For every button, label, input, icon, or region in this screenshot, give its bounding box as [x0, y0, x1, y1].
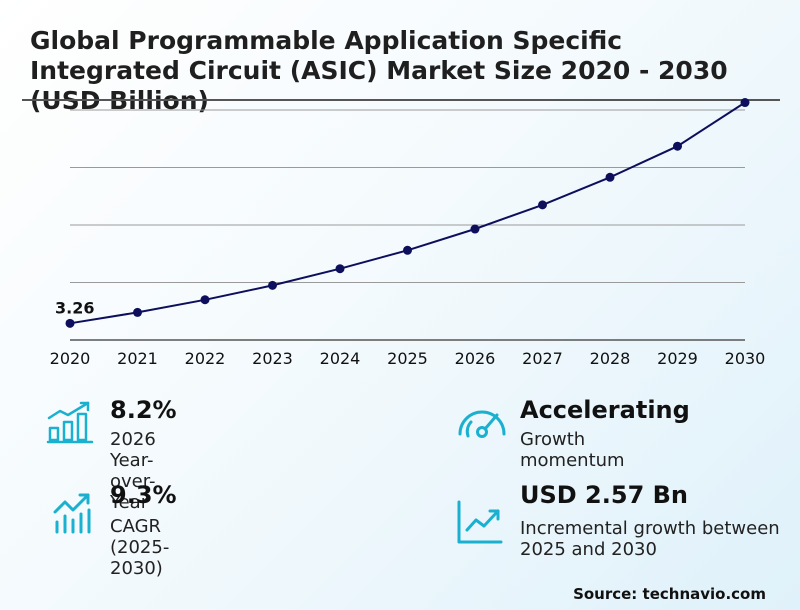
- data-point: [740, 98, 750, 108]
- data-point: [200, 295, 210, 305]
- bar-chart-up-icon: [46, 401, 94, 444]
- trend-bars-icon: [53, 493, 91, 534]
- data-point: [335, 264, 345, 274]
- data-point: [65, 318, 75, 328]
- series-line: [69, 101, 746, 325]
- x-tick-label: 2021: [117, 349, 158, 368]
- kpi-incremental-label: Incremental growth between 2025 and 2030: [520, 518, 780, 560]
- x-tick-label: 2022: [185, 349, 226, 368]
- data-point: [470, 224, 480, 234]
- gauge-icon: [458, 410, 506, 438]
- kpi-yoy-label: 2026 Year-over-Year: [110, 429, 156, 513]
- data-point: [538, 200, 547, 210]
- x-tick-label: 2025: [387, 349, 428, 368]
- x-tick-label: 2028: [590, 349, 631, 368]
- data-point: [605, 172, 615, 182]
- x-tick-label: 2023: [252, 349, 293, 368]
- kpi-yoy-value: 8.2%: [110, 396, 177, 424]
- x-tick-label: 2029: [657, 349, 698, 368]
- x-tick-label: 2026: [455, 349, 496, 368]
- trend-chart-icon: [457, 500, 503, 544]
- x-tick-label: 2030: [725, 349, 766, 368]
- chart-title: Global Programmable Application Specific…: [30, 26, 728, 115]
- kpi-cagr-value: 9.3%: [110, 481, 177, 509]
- data-point: [268, 280, 277, 290]
- kpi-cagr-label: CAGR (2025-2030): [110, 516, 170, 579]
- kpi-momentum-value: Accelerating: [520, 396, 690, 424]
- x-tick-label: 2024: [320, 349, 361, 368]
- kpi-incremental-value: USD 2.57 Bn: [520, 481, 688, 509]
- kpi-momentum-label: Growth momentum: [520, 429, 625, 471]
- data-point: [403, 245, 412, 255]
- data-point: [133, 307, 142, 317]
- source-credit: Source: technavio.com: [573, 585, 766, 603]
- line-chart: 2020 2021 2022 2023 2024 2025 2026 2027 2028 2029…: [50, 98, 766, 368]
- x-tick-label: 2027: [522, 349, 563, 368]
- data-label: 3.26: [55, 298, 94, 317]
- data-point: [673, 141, 682, 151]
- title-divider: [22, 99, 780, 101]
- x-tick-label: 2020: [50, 349, 91, 368]
